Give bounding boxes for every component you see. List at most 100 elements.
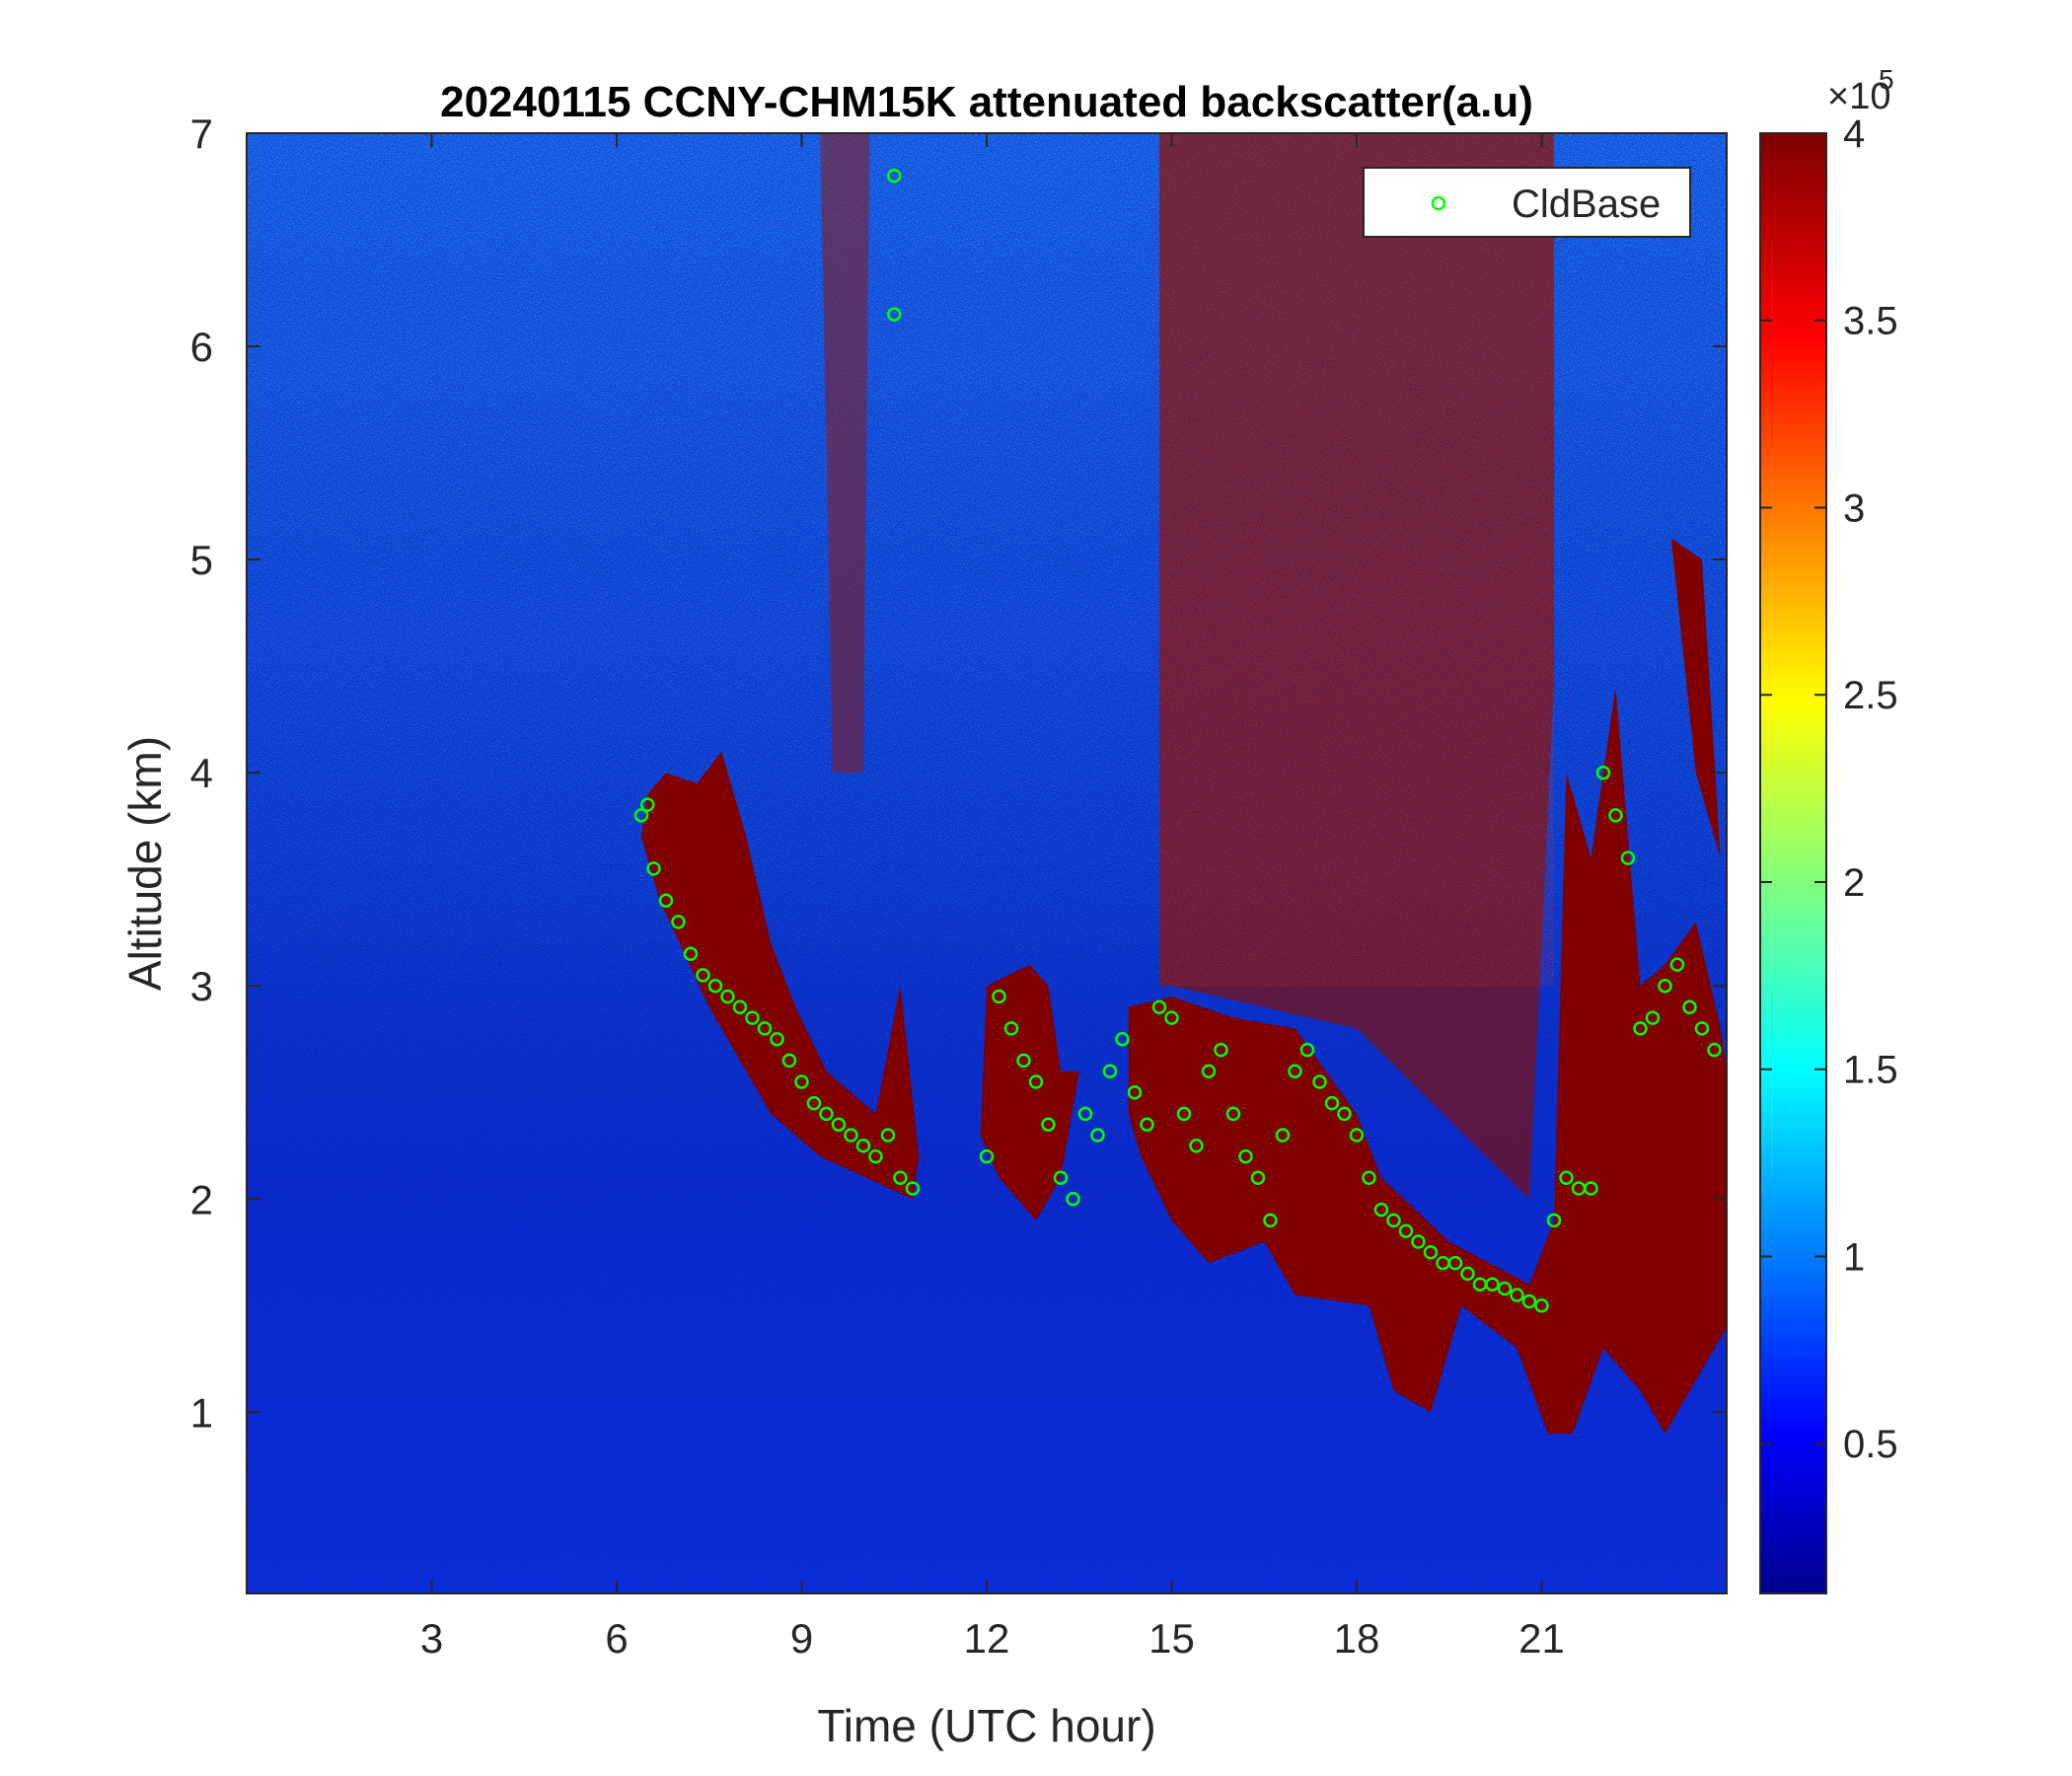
cloud-base-point [1312, 1074, 1327, 1089]
y-tick-label: 1 [190, 1389, 213, 1436]
cloud-base-point [1151, 999, 1167, 1015]
x-tick-label: 9 [790, 1615, 813, 1662]
cloud-base-point [1066, 1192, 1080, 1207]
cloud-base-point [683, 946, 699, 962]
cloud-base-point [757, 1021, 773, 1036]
cloud-layer-morning [641, 751, 920, 1200]
y-tick-label: 4 [190, 750, 213, 796]
chart-title: 20240115 CCNY-CHM15K attenuated backscat… [440, 78, 1533, 126]
cloud-base-point [1694, 1021, 1710, 1036]
legend-label: CldBase [1512, 183, 1661, 226]
cloud-base-point [1669, 957, 1685, 972]
cloud-base-point [1386, 1213, 1401, 1228]
colorbar-tick-label: 3.5 [1843, 300, 1898, 343]
cloud-base-point [1534, 1298, 1549, 1313]
cloud-base-point [887, 307, 902, 322]
cirrus-streak [820, 133, 870, 774]
cloud-base-point [1546, 1213, 1562, 1228]
cloud-base-point [1127, 1085, 1143, 1100]
cloud-base-point [1411, 1234, 1426, 1249]
cloud-base-point [992, 989, 1006, 1004]
cloud-base-point [844, 1128, 858, 1143]
cloud-base-point [1423, 1245, 1439, 1260]
cloud-base-point [640, 797, 655, 812]
cloud-base-point [1250, 1170, 1266, 1185]
cloud-base-point [1225, 1106, 1241, 1122]
cloud-base-point [1447, 1255, 1463, 1271]
x-tick-label: 12 [964, 1615, 1010, 1662]
cloud-base-point [1362, 1170, 1376, 1185]
cloud-base-point [646, 861, 661, 876]
colorbar-tick-label: 0.5 [1843, 1423, 1898, 1466]
colorbar: 0.5 1 1.5 2 2.5 3 3.5 4 ×10 5 [1759, 64, 1898, 1594]
cloud-base-point [1559, 1170, 1574, 1185]
cloud-base-point [1263, 1213, 1278, 1228]
cloud-base-point [1373, 1202, 1389, 1218]
cloud-base-point [1164, 1010, 1179, 1025]
y-tick-label: 3 [190, 963, 213, 1009]
cloud-base-point [1510, 1288, 1524, 1302]
cloud-base-point [1176, 1106, 1192, 1122]
cloud-base-point [1275, 1128, 1291, 1143]
colorbar-tick-label: 1.5 [1843, 1049, 1898, 1092]
cloud-base-point [905, 1181, 921, 1196]
backscatter-heatmap [247, 133, 1727, 1593]
cloud-base-markers [633, 168, 1722, 1313]
cloud-base-point [1485, 1277, 1500, 1292]
cloud-base-point [1337, 1106, 1352, 1122]
cloud-base-point [1090, 1128, 1105, 1143]
cloud-base-point [1460, 1266, 1475, 1282]
cloud-base-point [1645, 1010, 1661, 1025]
cloud-base-point [1633, 1021, 1648, 1036]
cloud-base-point [745, 1010, 760, 1025]
cloud-base-point [1497, 1281, 1513, 1296]
cloud-base-point [1324, 1095, 1340, 1111]
cloud-base-point [1707, 1042, 1722, 1058]
cloud-base-point [831, 1117, 847, 1132]
cloud-base-point [1016, 1053, 1031, 1069]
cloud-base-point [794, 1074, 809, 1089]
legend-marker [1431, 195, 1446, 211]
cloud-base-point [1349, 1128, 1365, 1143]
cloud-base-point [1102, 1064, 1118, 1078]
colorbar-tick-label: 2 [1843, 861, 1865, 905]
cloud-base-point [855, 1139, 871, 1153]
cloud-base-point [658, 893, 674, 909]
cloud-base-point [979, 1148, 995, 1164]
cloud-base-point [732, 999, 748, 1015]
y-tick-label: 2 [190, 1176, 213, 1222]
colorbar-tick-label: 3 [1843, 486, 1865, 530]
cloud-base-point [1214, 1042, 1228, 1058]
cloud-base-point [1521, 1294, 1537, 1309]
cloud-base-point [1140, 1117, 1154, 1132]
cloud-base-point [707, 978, 723, 994]
x-tick-label: 15 [1148, 1615, 1195, 1662]
cloud-base-point [1238, 1148, 1253, 1164]
cloud-base-point [770, 1031, 784, 1047]
legend: CldBase [1363, 167, 1691, 238]
y-tick-label: 7 [190, 111, 213, 157]
colorbar-tick-label: 4 [1843, 112, 1865, 156]
cloud-base-point [893, 1170, 908, 1185]
cloud-base-point [1398, 1223, 1414, 1238]
cloud-base-point [806, 1095, 822, 1111]
cloud-base-point [819, 1106, 834, 1122]
colorbar-gradient [1759, 132, 1827, 1594]
cloud-base-point [1003, 1021, 1019, 1036]
x-tick-label: 18 [1334, 1615, 1380, 1662]
colorbar-tick-label: 2.5 [1843, 674, 1898, 717]
legend-box [1363, 167, 1691, 238]
cloud-base-point [1077, 1106, 1093, 1122]
x-tick-label: 21 [1518, 1615, 1565, 1662]
x-axis-label: Time (UTC hour) [817, 1700, 1155, 1751]
y-tick-label: 6 [190, 324, 213, 370]
cloud-base-point [887, 168, 902, 184]
cloud-base-point [868, 1148, 883, 1164]
cloud-base-point [1028, 1074, 1044, 1089]
cloud-base-point [1299, 1042, 1315, 1058]
cloud-base-point [720, 989, 735, 1004]
cloud-base-point [1288, 1064, 1302, 1078]
cloud-base-point [1584, 1181, 1598, 1196]
